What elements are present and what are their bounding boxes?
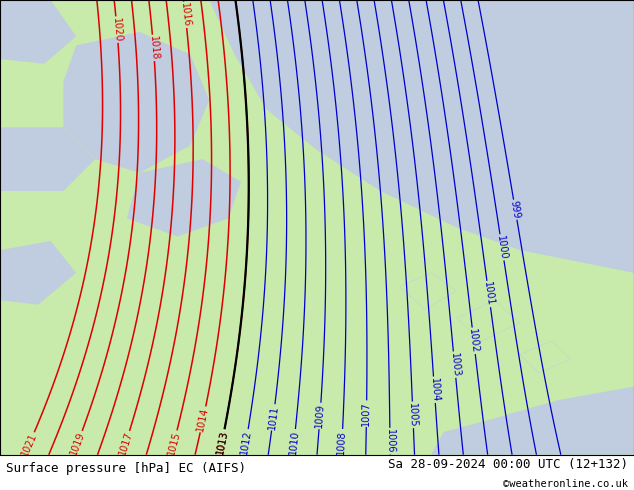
Text: 1013: 1013 [215, 429, 230, 455]
Polygon shape [0, 241, 76, 305]
Text: 1017: 1017 [117, 430, 134, 457]
Text: Sa 28-09-2024 00:00 UTC (12+132): Sa 28-09-2024 00:00 UTC (12+132) [387, 458, 628, 471]
Text: 1003: 1003 [448, 352, 461, 377]
Text: 1005: 1005 [408, 402, 418, 427]
Text: 1013: 1013 [215, 429, 230, 455]
Text: 1012: 1012 [239, 429, 253, 455]
Polygon shape [456, 300, 520, 341]
Text: ©weatheronline.co.uk: ©weatheronline.co.uk [503, 479, 628, 489]
Polygon shape [209, 0, 634, 273]
Text: 1001: 1001 [482, 281, 495, 307]
Text: 1004: 1004 [429, 377, 440, 402]
Polygon shape [0, 127, 95, 191]
Text: 1010: 1010 [288, 429, 301, 455]
Text: 1020: 1020 [111, 17, 123, 42]
Text: 1021: 1021 [20, 431, 39, 458]
Text: 1011: 1011 [267, 405, 280, 430]
Polygon shape [520, 341, 571, 373]
Polygon shape [399, 273, 456, 309]
Text: 1018: 1018 [148, 35, 159, 60]
Text: 1009: 1009 [314, 403, 326, 429]
Polygon shape [63, 32, 209, 173]
Text: 1002: 1002 [467, 328, 480, 354]
Text: Surface pressure [hPa] EC (AIFS): Surface pressure [hPa] EC (AIFS) [6, 462, 247, 475]
Text: 1000: 1000 [495, 234, 508, 260]
Text: 1019: 1019 [68, 430, 87, 457]
Text: 1008: 1008 [337, 430, 347, 455]
Polygon shape [431, 387, 634, 455]
Text: 999: 999 [509, 200, 522, 220]
Text: 1006: 1006 [385, 429, 395, 453]
Polygon shape [0, 0, 76, 64]
Text: 1014: 1014 [195, 406, 210, 432]
Text: 1007: 1007 [361, 401, 372, 426]
Text: 1016: 1016 [179, 2, 191, 27]
Text: 1015: 1015 [165, 430, 181, 457]
Polygon shape [127, 159, 241, 237]
